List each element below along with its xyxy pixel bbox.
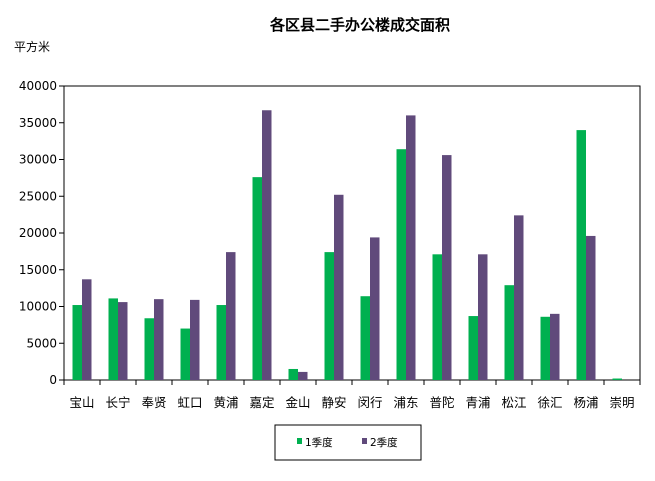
y-tick-label: 20000	[19, 226, 57, 240]
legend-swatch-2	[362, 438, 367, 444]
bar-q1-15	[612, 378, 622, 380]
y-tick-label: 15000	[19, 263, 57, 277]
y-tick-label: 5000	[26, 336, 57, 350]
bar-q1-9	[396, 149, 406, 380]
bar-q2-4	[226, 252, 236, 380]
bar-q2-13	[550, 313, 560, 380]
y-tick-label: 30000	[19, 153, 57, 167]
bar-q2-5	[262, 110, 272, 380]
bar-q2-7	[334, 194, 344, 380]
bar-q1-3	[180, 328, 190, 380]
bar-q2-9	[406, 115, 416, 381]
y-tick-label: 40000	[19, 79, 57, 93]
x-tick-label: 崇明	[609, 395, 634, 410]
bar-q1-6	[288, 368, 298, 380]
bar-q1-7	[324, 252, 334, 380]
bar-q1-14	[576, 130, 586, 380]
y-tick-label: 25000	[19, 189, 57, 203]
x-tick-label: 虹口	[177, 395, 202, 410]
x-axis-ticks	[63, 380, 641, 385]
y-axis-ticks: 0 5000 10000 15000 20000 25000 30000 35000 40000	[19, 79, 64, 387]
chart-title: 各区县二手办公楼成交面积	[269, 16, 450, 34]
x-tick-label: 宝山	[69, 395, 94, 410]
bar-q1-5	[252, 177, 262, 380]
y-tick-label: 10000	[19, 300, 57, 314]
bar-q1-1	[108, 298, 118, 380]
bar-q1-8	[360, 296, 370, 380]
legend-box	[274, 424, 422, 461]
x-tick-label: 浦东	[393, 395, 418, 410]
bar-q2-10	[442, 155, 452, 380]
bar-q2-14	[586, 235, 596, 380]
bar-q2-6	[298, 371, 308, 380]
x-tick-label: 静安	[321, 395, 346, 410]
bar-q1-4	[216, 305, 226, 380]
legend: 1季度 2季度	[274, 424, 422, 461]
legend-label-1: 1季度	[305, 436, 333, 449]
x-tick-label: 普陀	[429, 395, 454, 410]
bar-q2-8	[370, 237, 380, 380]
bar-q1-11	[468, 316, 478, 380]
x-tick-label: 金山	[285, 395, 310, 410]
bar-q2-11	[478, 254, 488, 380]
y-tick-label: 35000	[19, 116, 57, 130]
bar-marks	[72, 110, 622, 381]
bar-q2-2	[154, 299, 164, 380]
x-tick-label: 松江	[501, 395, 526, 410]
y-axis-label: 平方米	[14, 39, 50, 54]
bar-q2-1	[118, 302, 128, 380]
x-tick-label: 嘉定	[249, 395, 274, 410]
bar-q2-3	[190, 299, 200, 380]
bar-q2-12	[514, 215, 524, 380]
x-tick-label: 黄浦	[213, 395, 238, 410]
x-tick-label: 闵行	[357, 395, 382, 410]
bar-q1-10	[432, 254, 442, 380]
x-axis-tick-labels: 宝山 长宁 奉贤 虹口 黄浦 嘉定 金山 静安 闵行 浦东 普陀 青浦 松江 徐汇 杨浦 崇明	[69, 395, 634, 410]
x-tick-label: 青浦	[465, 395, 490, 410]
x-tick-label: 长宁	[105, 395, 130, 410]
bar-q1-13	[540, 316, 550, 380]
bar-q2-0	[82, 279, 92, 380]
y-tick-label: 0	[49, 373, 57, 387]
bar-q1-0	[72, 305, 82, 380]
x-tick-label: 杨浦	[573, 395, 598, 410]
legend-swatch-1	[297, 438, 302, 444]
legend-label-2: 2季度	[370, 436, 398, 449]
x-tick-label: 徐汇	[537, 395, 562, 410]
bar-q1-12	[504, 285, 514, 380]
bar-q1-2	[144, 318, 154, 380]
x-tick-label: 奉贤	[141, 395, 166, 410]
